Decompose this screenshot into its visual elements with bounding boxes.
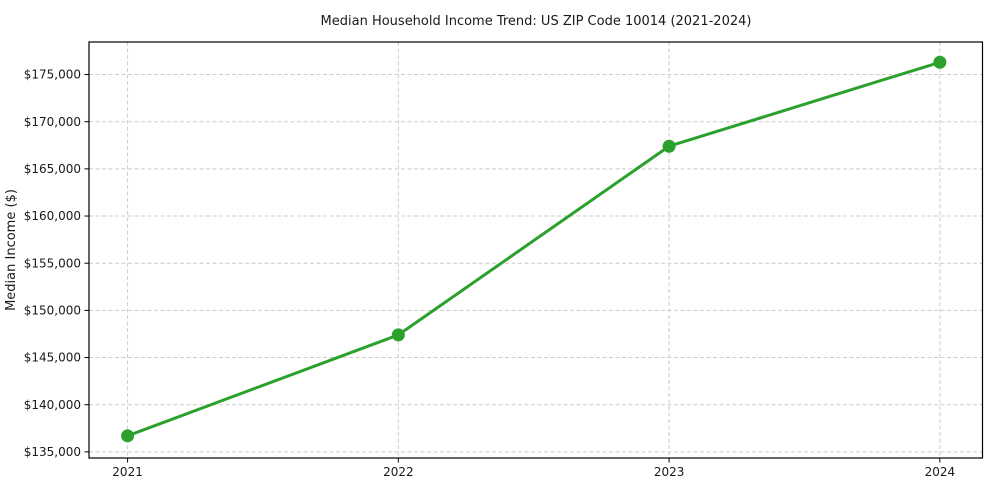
data-point-2024 <box>933 55 947 69</box>
x-tick-label: 2024 <box>925 465 956 479</box>
data-point-2022 <box>391 328 405 342</box>
y-tick-label: $140,000 <box>24 398 81 412</box>
y-tick-label: $155,000 <box>24 256 81 270</box>
y-tick-label: $165,000 <box>24 162 81 176</box>
y-tick-label: $175,000 <box>24 68 81 82</box>
trend-line <box>126 60 942 438</box>
data-point-2023 <box>662 139 676 153</box>
y-tick-label: $170,000 <box>24 115 81 129</box>
y-tick-label: $135,000 <box>24 445 81 459</box>
x-tick-label: 2023 <box>654 465 685 479</box>
series-layer <box>121 55 947 443</box>
y-tick-label: $150,000 <box>24 304 81 318</box>
chart-title: Median Household Income Trend: US ZIP Co… <box>321 14 752 29</box>
y-tick-label: $160,000 <box>24 209 81 223</box>
axis-layer: $135,000 $140,000 $145,000 $150,000 $155,000… <box>24 41 984 479</box>
grid-layer <box>89 42 983 458</box>
x-tick-label: 2022 <box>383 465 414 479</box>
data-point-2021 <box>121 429 135 443</box>
y-tick-label: $145,000 <box>24 351 81 365</box>
y-axis-label: Median Income ($) <box>4 189 19 311</box>
plot-area-frame <box>88 41 984 459</box>
x-tick-label: 2021 <box>112 465 143 479</box>
